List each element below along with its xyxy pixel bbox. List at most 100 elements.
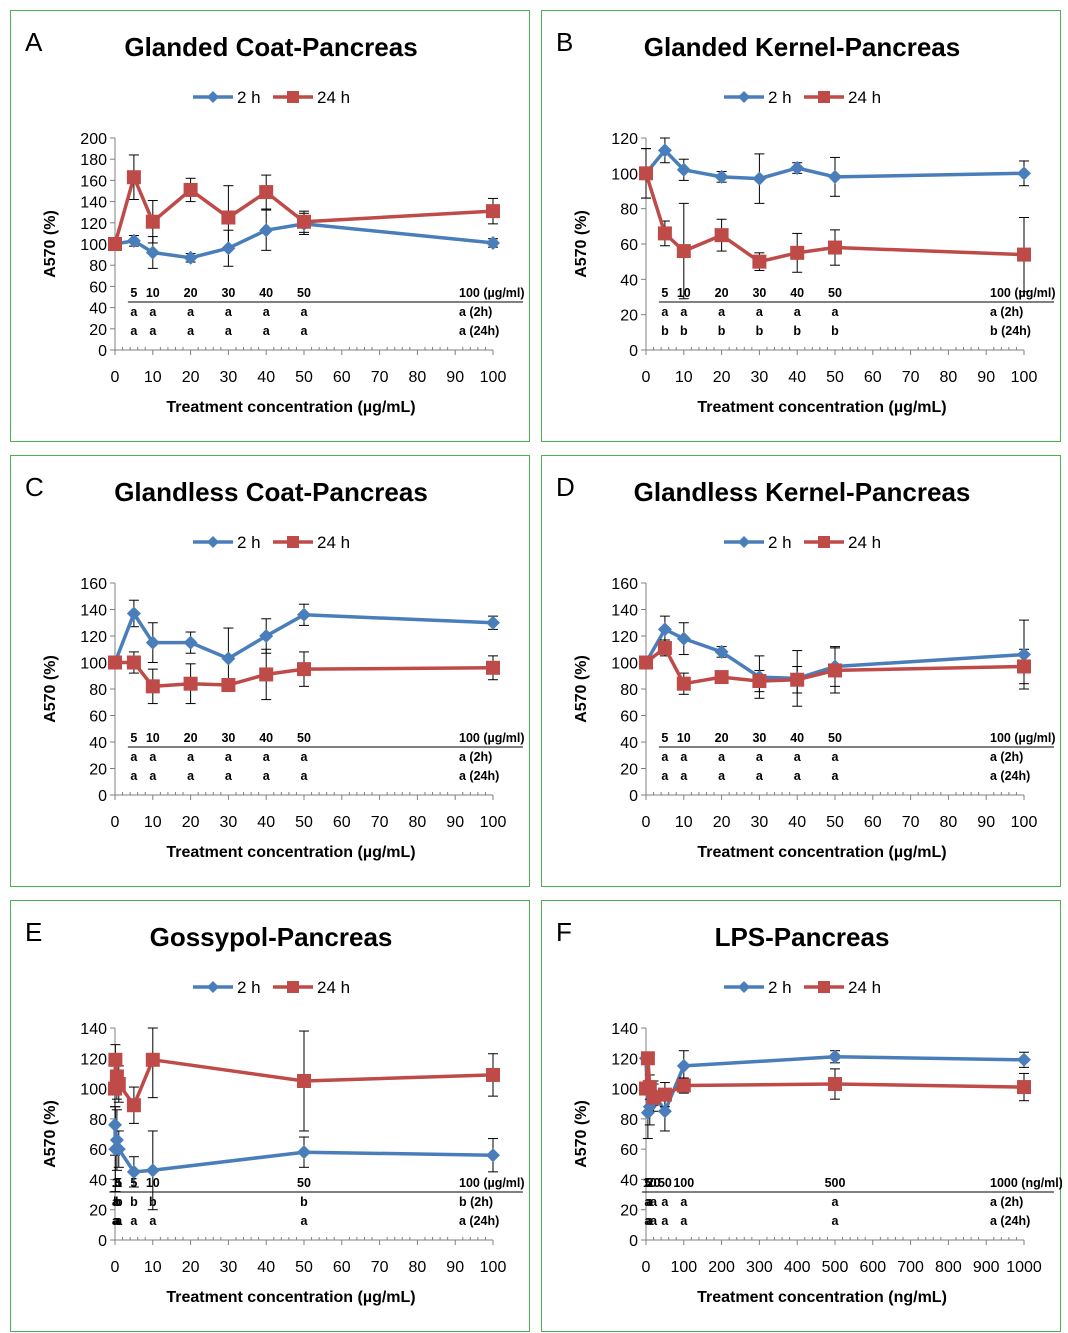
x-tick-label: 90 bbox=[446, 369, 464, 386]
x-tick-label: 50 bbox=[295, 814, 313, 831]
annotation-letter-24h: a bbox=[644, 1214, 652, 1228]
y-tick-label: 140 bbox=[80, 1021, 107, 1038]
y-tick-label: 160 bbox=[80, 576, 107, 593]
annotation-header: 5 bbox=[130, 731, 137, 745]
legend-label-24h: 24 h bbox=[317, 88, 350, 107]
data-point-diamond-2h bbox=[183, 250, 198, 265]
data-point-square-24h bbox=[221, 210, 236, 225]
x-tick-label: 20 bbox=[182, 1259, 200, 1276]
x-tick-label: 40 bbox=[788, 814, 806, 831]
annotation-letter-2h: b bbox=[300, 1195, 308, 1209]
annotation-letter-24h: a bbox=[149, 1214, 157, 1228]
data-point-diamond-2h bbox=[109, 1133, 124, 1148]
data-point-square-24h bbox=[1017, 659, 1031, 674]
annotation-header: 50 bbox=[828, 286, 842, 300]
annotation-letter-2h: b (2h) bbox=[459, 1195, 493, 1209]
data-point-square-24h bbox=[642, 1080, 657, 1095]
data-point-square-24h bbox=[259, 667, 274, 682]
annotation-letter-24h: b bbox=[680, 324, 688, 338]
annotation-header: 20 bbox=[184, 731, 198, 745]
data-point-diamond-2h bbox=[676, 1058, 691, 1073]
x-tick-label: 90 bbox=[977, 814, 995, 831]
x-tick-label: 70 bbox=[902, 369, 920, 386]
annotation-letter-2h: a bbox=[646, 1195, 654, 1209]
chart-svg: D Glandless Kernel-Pancreas 2 h 24 h 0 20 40 60… bbox=[556, 472, 1056, 861]
x-tick-label: 40 bbox=[788, 369, 806, 386]
legend-label-24h: 24 h bbox=[848, 88, 881, 107]
x-tick-label: 40 bbox=[257, 1259, 275, 1276]
annotation-letter-2h: a bbox=[263, 305, 271, 319]
y-axis-label: A570 (%) bbox=[573, 1100, 590, 1168]
x-tick-label: 10 bbox=[144, 1259, 162, 1276]
data-point-square-24h bbox=[714, 670, 729, 685]
x-tick-label: 500 bbox=[822, 1259, 849, 1276]
data-point-diamond-2h bbox=[183, 635, 198, 650]
annotation-letter-24h: b bbox=[756, 324, 764, 338]
annotation-letter-2h: a bbox=[661, 1195, 669, 1209]
x-tick-label: 10 bbox=[144, 369, 162, 386]
data-point-square-24h bbox=[145, 679, 160, 694]
annotation-letter-24h: a bbox=[130, 1214, 138, 1228]
y-tick-label: 200 bbox=[80, 131, 107, 148]
chart-svg: C Glandless Coat-Pancreas 2 h 24 h 0 20 40 60 80… bbox=[25, 472, 525, 861]
panel-letter: A bbox=[25, 27, 43, 57]
annotation-letter-2h: a bbox=[832, 305, 840, 319]
x-tick-label: 20 bbox=[713, 369, 731, 386]
annotation-header: .5 bbox=[112, 1176, 122, 1190]
y-tick-label: 140 bbox=[611, 603, 638, 620]
x-tick-label: 400 bbox=[784, 1259, 811, 1276]
annotation-header: 40 bbox=[790, 731, 804, 745]
y-tick-label: 40 bbox=[89, 735, 107, 752]
x-tick-label: 60 bbox=[864, 814, 882, 831]
data-point-square-24h bbox=[676, 244, 691, 259]
data-point-diamond-2h bbox=[828, 1049, 842, 1064]
legend-marker-diamond-2h bbox=[738, 536, 750, 548]
chart-panel-c: C Glandless Coat-Pancreas 2 h 24 h 0 20 40 60 80… bbox=[10, 455, 530, 887]
annotation-letter-2h: a bbox=[130, 750, 138, 764]
annotation-letter-2h: a bbox=[661, 305, 669, 319]
data-point-diamond-2h bbox=[714, 644, 729, 659]
data-point-diamond-2h bbox=[145, 1163, 160, 1178]
y-tick-label: 60 bbox=[89, 279, 107, 296]
data-point-square-24h bbox=[657, 640, 672, 655]
legend: 2 h 24 h bbox=[724, 533, 881, 552]
chart-panel-e: E Gossypol-Pancreas 2 h 24 h 0 20 40 60 80 100 120… bbox=[10, 900, 530, 1332]
data-point-square-24h bbox=[486, 1067, 500, 1082]
x-tick-label: 20 bbox=[713, 814, 731, 831]
data-point-square-24h bbox=[259, 185, 274, 200]
annotation-header: 1 bbox=[115, 1176, 122, 1190]
chart-title: Glanded Coat-Pancreas bbox=[124, 32, 417, 62]
data-point-diamond-2h bbox=[657, 622, 672, 637]
chart-svg: A Glanded Coat-Pancreas 2 h 24 h 0 20 40 60 80 10… bbox=[25, 27, 525, 416]
x-tick-label: 70 bbox=[371, 369, 389, 386]
data-point-square-24h bbox=[828, 1077, 842, 1092]
y-tick-label: 100 bbox=[80, 1082, 107, 1099]
x-axis-label: Treatment concentration (µg/mL) bbox=[697, 399, 946, 416]
annotation-header: 100 (µg/ml) bbox=[459, 286, 525, 300]
annotation-letter-2h: a bbox=[718, 750, 726, 764]
annotation-letter-24h: a bbox=[263, 769, 271, 783]
annotation-header: 20 bbox=[715, 731, 729, 745]
x-tick-label: 0 bbox=[111, 369, 120, 386]
annotation-header: 30 bbox=[752, 286, 766, 300]
data-point-square-24h bbox=[126, 655, 141, 670]
annotation-letter-24h: a bbox=[680, 1214, 688, 1228]
legend-marker-diamond-2h bbox=[738, 91, 750, 103]
x-tick-label: 700 bbox=[897, 1259, 924, 1276]
x-tick-label: 50 bbox=[295, 369, 313, 386]
legend-label-2h: 2 h bbox=[237, 533, 261, 552]
legend: 2 h 24 h bbox=[193, 533, 350, 552]
x-tick-label: 0 bbox=[111, 814, 120, 831]
annotation-letter-2h: a bbox=[718, 305, 726, 319]
annotation-letter-2h: a bbox=[661, 750, 669, 764]
annotation-letter-24h: a bbox=[115, 1214, 123, 1228]
legend-marker-square-24h bbox=[287, 981, 299, 993]
data-point-diamond-2h bbox=[221, 241, 236, 256]
data-point-square-24h bbox=[657, 226, 672, 241]
annotation-header: 100 (µg/ml) bbox=[990, 286, 1056, 300]
y-tick-label: 120 bbox=[611, 131, 638, 148]
annotation-letter-24h: b bbox=[793, 324, 801, 338]
data-point-diamond-2h bbox=[126, 1164, 141, 1179]
x-tick-label: 1000 bbox=[1006, 1259, 1042, 1276]
x-tick-label: 100 bbox=[1011, 369, 1038, 386]
